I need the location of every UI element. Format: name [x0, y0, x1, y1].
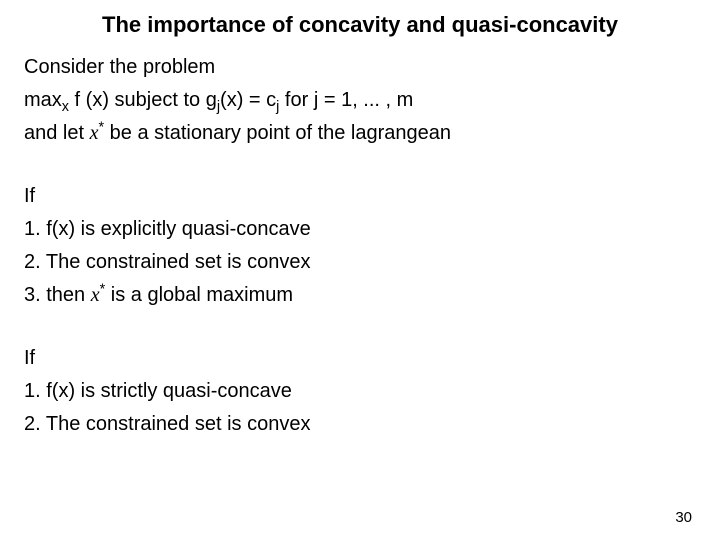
for-j-text: for j = 1, ... , m: [279, 89, 413, 111]
cond-a3: 3. then x* is a global maximum: [24, 280, 696, 311]
line-let: and let x* be a stationary point of the …: [24, 118, 696, 149]
slide-title: The importance of concavity and quasi-co…: [24, 12, 696, 38]
cond-a1: 1. f(x) is explicitly quasi-concave: [24, 214, 696, 245]
slide-container: The importance of concavity and quasi-co…: [0, 0, 720, 540]
x-star-x: x: [90, 122, 99, 144]
cond-a2: 2. The constrained set is convex: [24, 247, 696, 278]
spacer-2: [24, 313, 696, 343]
max-sub-x: x: [62, 99, 69, 115]
subject-text: f (x) subject to g: [69, 89, 217, 111]
line-max: maxx f (x) subject to gj(x) = cj for j =…: [24, 85, 696, 116]
if-2: If: [24, 343, 696, 374]
let-suffix: be a stationary point of the lagrangean: [104, 122, 451, 144]
page-number: 30: [675, 509, 692, 526]
a3-prefix: 3. then: [24, 284, 91, 306]
line-consider: Consider the problem: [24, 52, 696, 83]
eq-c-text: (x) = c: [220, 89, 276, 111]
let-prefix: and let: [24, 122, 90, 144]
bottom-mask: [0, 494, 720, 540]
a3-suffix: is a global maximum: [105, 284, 293, 306]
spacer-1: [24, 151, 696, 181]
if-1: If: [24, 181, 696, 212]
cond-b2: 2. The constrained set is convex: [24, 409, 696, 440]
a3-x: x: [91, 284, 100, 306]
max-text: max: [24, 89, 62, 111]
cond-b1: 1. f(x) is strictly quasi-concave: [24, 376, 696, 407]
